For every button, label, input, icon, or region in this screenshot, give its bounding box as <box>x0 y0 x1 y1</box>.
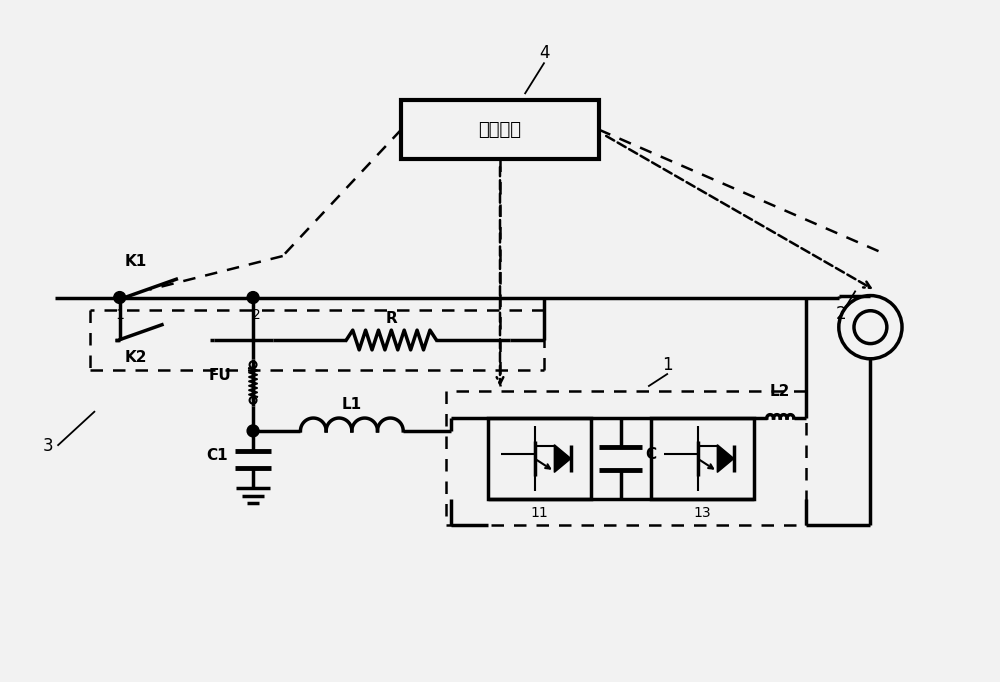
Text: 4: 4 <box>539 44 550 63</box>
Text: K1: K1 <box>125 254 147 269</box>
Text: 主控系统: 主控系统 <box>479 121 522 138</box>
Bar <box>651 418 754 499</box>
Polygon shape <box>717 445 734 473</box>
Bar <box>401 100 599 160</box>
Text: 13: 13 <box>694 506 711 520</box>
Text: 2: 2 <box>835 306 846 323</box>
Circle shape <box>247 425 259 436</box>
Text: 1: 1 <box>663 355 673 374</box>
Text: 11: 11 <box>531 506 548 520</box>
Text: R: R <box>385 311 397 326</box>
Text: 2: 2 <box>252 308 260 323</box>
Circle shape <box>114 292 126 303</box>
Text: C1: C1 <box>207 447 228 462</box>
Text: 1: 1 <box>115 308 124 323</box>
Text: C: C <box>645 447 656 462</box>
Text: FU: FU <box>209 368 231 383</box>
Text: L1: L1 <box>342 397 362 412</box>
Text: L2: L2 <box>770 385 790 400</box>
Polygon shape <box>554 445 571 473</box>
Bar <box>488 418 591 499</box>
Circle shape <box>247 292 259 303</box>
Text: 3: 3 <box>42 436 53 455</box>
Text: K2: K2 <box>125 350 147 365</box>
